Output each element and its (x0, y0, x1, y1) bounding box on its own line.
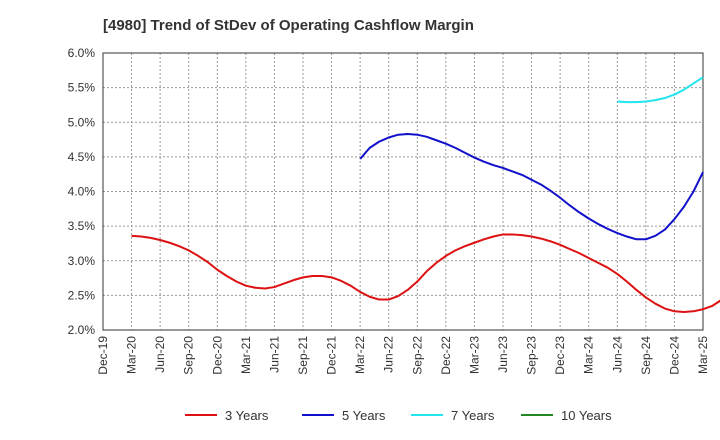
x-tick-label: Sep-23 (525, 336, 539, 375)
legend-label: 10 Years (561, 408, 612, 423)
x-tick-label: Mar-23 (467, 336, 481, 374)
plot-frame (102, 52, 704, 331)
x-tick-label: Dec-23 (553, 336, 567, 375)
y-axis: 2.0% 2.5% 3.0% 3.5% 4.0% 4.5% 5.0% 5.5% 6.0% (68, 46, 96, 337)
x-tick-label: Jun-21 (267, 336, 281, 373)
y-tick-label: 4.0% (68, 185, 96, 199)
x-tick-label: Jun-23 (496, 336, 510, 373)
grid (103, 53, 703, 330)
series-line-3-years (131, 233, 720, 313)
x-tick-label: Mar-25 (696, 336, 710, 374)
x-tick-label: Sep-20 (182, 336, 196, 375)
x-tick-label: Dec-24 (667, 336, 681, 375)
y-tick-label: 4.5% (68, 150, 96, 164)
series-layer (131, 76, 720, 313)
y-tick-label: 5.5% (68, 81, 96, 95)
legend-label: 5 Years (342, 408, 386, 423)
x-tick-label: Jun-24 (610, 336, 624, 373)
y-tick-label: 3.0% (68, 254, 96, 268)
x-tick-label: Dec-19 (96, 336, 110, 375)
x-tick-label: Jun-22 (382, 336, 396, 373)
x-tick-label: Mar-20 (125, 336, 139, 374)
x-tick-label: Mar-24 (582, 336, 596, 374)
x-tick-label: Jun-20 (153, 336, 167, 373)
chart-title: [4980] Trend of StDev of Operating Cashf… (103, 17, 474, 34)
legend-label: 7 Years (451, 408, 495, 423)
x-tick-label: Mar-21 (239, 336, 253, 374)
x-tick-label: Sep-24 (639, 336, 653, 375)
x-tick-label: Sep-21 (296, 336, 310, 375)
y-tick-label: 3.5% (68, 219, 96, 233)
y-tick-label: 2.5% (68, 288, 96, 302)
y-tick-label: 2.0% (68, 323, 96, 337)
x-tick-label: Mar-22 (353, 336, 367, 374)
y-tick-label: 6.0% (68, 46, 96, 60)
x-tick-label: Dec-20 (210, 336, 224, 375)
series-line-5-years (359, 133, 704, 241)
x-tick-label: Dec-22 (439, 336, 453, 375)
x-tick-label: Dec-21 (325, 336, 339, 375)
legend-label: 3 Years (225, 408, 269, 423)
legend: 3 Years 5 Years 7 Years 10 Years (185, 408, 612, 423)
series-line-7-years (617, 76, 704, 104)
x-axis: Dec-19 Mar-20 Jun-20 Sep-20 Dec-20 Mar-21 Jun-… (96, 336, 710, 375)
x-tick-label: Sep-22 (410, 336, 424, 375)
y-tick-label: 5.0% (68, 115, 96, 129)
